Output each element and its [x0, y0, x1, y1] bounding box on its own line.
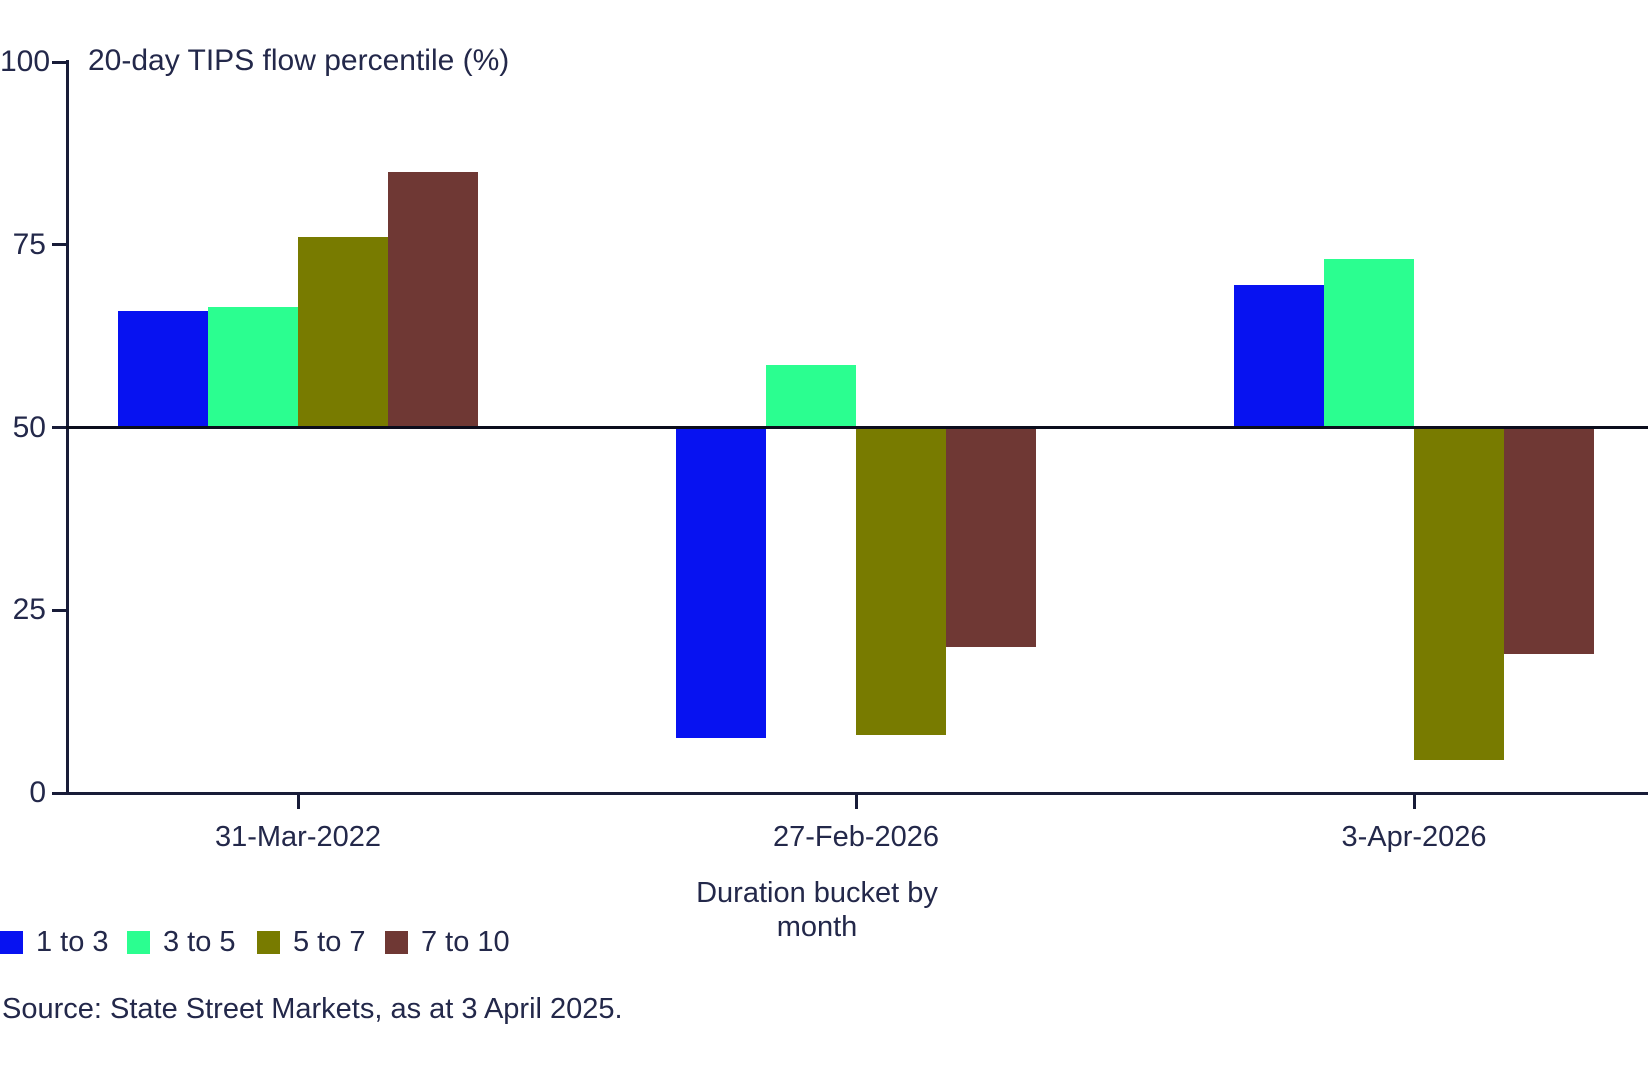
bar-5-to-7-31-Mar-2022	[298, 237, 388, 428]
legend-swatch	[385, 930, 408, 954]
baseline-50-line	[66, 426, 1648, 429]
bar-1-to-3-27-Feb-2026	[676, 427, 766, 739]
legend-item: 1 to 3	[0, 925, 109, 959]
legend-label: 7 to 10	[421, 925, 510, 958]
bar-7-to-10-27-Feb-2026	[946, 427, 1036, 647]
bar-7-to-10-31-Mar-2022	[388, 171, 478, 428]
legend-swatch	[257, 930, 280, 954]
y-tick-label: 50	[12, 410, 46, 444]
y-tick-label: 25	[12, 593, 46, 627]
bar-3-to-5-31-Mar-2022	[208, 306, 298, 428]
x-tick	[854, 792, 858, 809]
y-tick-label: 100	[0, 45, 51, 78]
y-tick	[52, 60, 67, 64]
legend-swatch	[0, 930, 23, 954]
bar-3-to-5-27-Feb-2026	[766, 365, 856, 428]
x-tick	[1412, 792, 1416, 809]
x-axis-title: Duration bucket by month	[696, 877, 938, 943]
bar-1-to-3-31-Mar-2022	[118, 310, 208, 428]
y-tick	[52, 426, 67, 429]
x-category-label: 3-Apr-2026	[1341, 821, 1487, 853]
x-category-label: 31-Mar-2022	[214, 821, 382, 853]
legend-label: 3 to 5	[163, 925, 236, 958]
chart-title: 20-day TIPS flow percentile (%)	[88, 44, 510, 77]
legend-item: 5 to 7	[257, 925, 366, 959]
legend-item: 3 to 5	[127, 925, 236, 959]
bar-5-to-7-3-Apr-2026	[1414, 427, 1504, 761]
y-tick-label: 0	[29, 776, 46, 809]
y-tick	[52, 243, 67, 247]
bar-1-to-3-3-Apr-2026	[1234, 284, 1324, 428]
legend-label: 1 to 3	[36, 925, 109, 958]
bar-3-to-5-3-Apr-2026	[1324, 259, 1414, 428]
source-note: Source: State Street Markets, as at 3 Ap…	[2, 993, 623, 1025]
legend-label: 5 to 7	[293, 925, 366, 958]
bar-5-to-7-27-Feb-2026	[856, 427, 946, 735]
y-tick-label: 75	[12, 227, 46, 261]
legend: 1 to 3 3 to 5 5 to 7 7 to 10	[0, 925, 700, 959]
x-category-label: 27-Feb-2026	[772, 821, 940, 853]
y-tick	[52, 791, 67, 795]
y-tick	[52, 608, 67, 612]
legend-swatch	[127, 930, 150, 954]
x-tick	[296, 792, 300, 809]
legend-item: 7 to 10	[385, 925, 510, 959]
bar-7-to-10-3-Apr-2026	[1504, 427, 1594, 655]
